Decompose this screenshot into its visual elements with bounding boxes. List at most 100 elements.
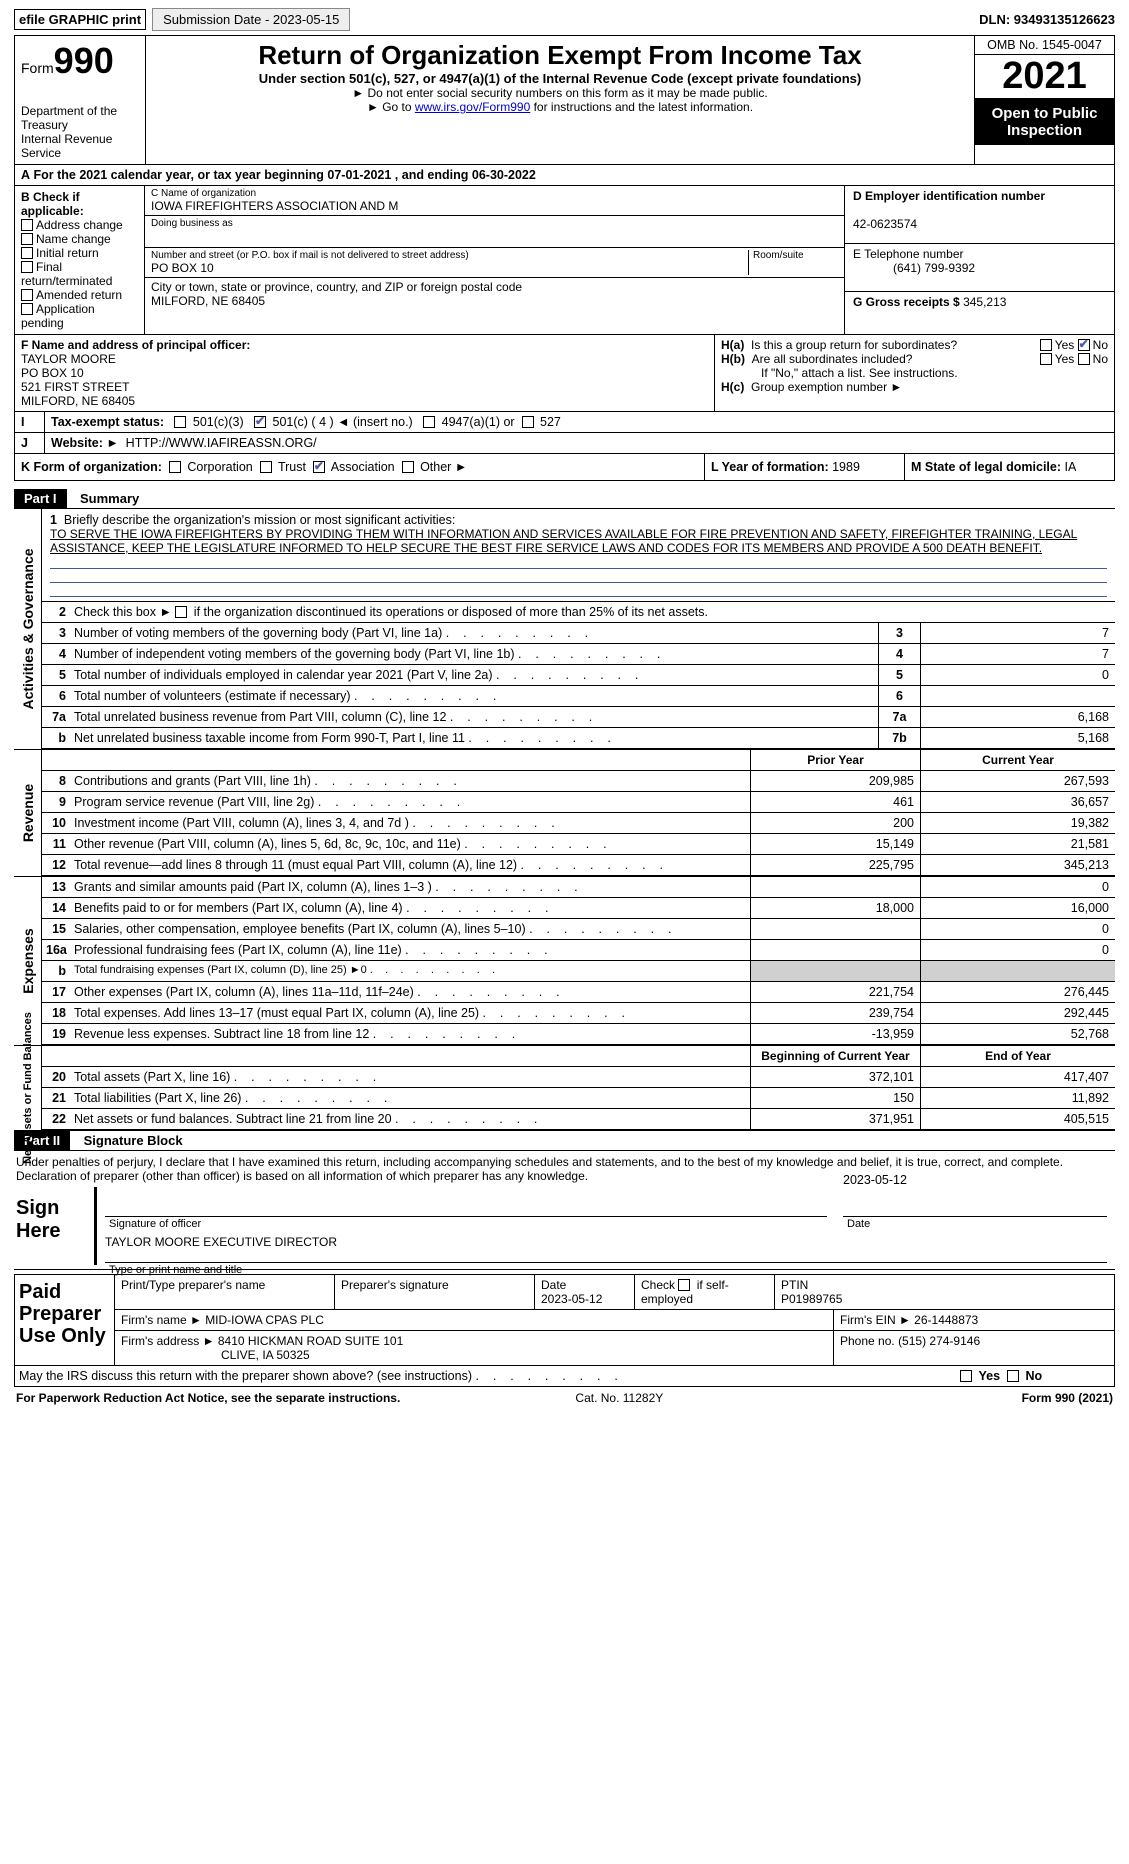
org-name: IOWA FIREFIGHTERS ASSOCIATION AND M [151,199,838,213]
hb-yes: Yes [1055,352,1075,366]
gov-row-7a: 7aTotal unrelated business revenue from … [42,707,1115,728]
part-ii-header: Part II Signature Block [14,1131,1115,1150]
instr2-pre: Go to [382,100,415,114]
row-j: J Website: ► HTTP://WWW.IAFIREASSN.ORG/ [14,433,1115,454]
k-c2: Trust [278,460,306,474]
d-label: D Employer identification number [853,189,1045,203]
chk-discuss-yes[interactable] [960,1370,972,1382]
chk-name-change[interactable] [21,233,33,245]
line-2-text: Check this box ► if the organization dis… [74,605,708,619]
chk-501c[interactable] [254,416,266,428]
prep-sig-hdr: Preparer's signature [335,1275,535,1309]
sig-date: 2023-05-12 [843,1173,907,1187]
column-b: B Check if applicable: Address change Na… [15,186,145,334]
chk-initial-return[interactable] [21,247,33,259]
chk-final-return[interactable] [21,261,33,273]
exp-row-16a: 16aProfessional fundraising fees (Part I… [42,940,1115,961]
firm-ein: 26-1448873 [914,1313,978,1327]
firm-addr2: CLIVE, IA 50325 [121,1348,310,1362]
i-c2: 501(c) ( 4 ) ◄ (insert no.) [273,415,413,429]
na-header: Beginning of Current Year End of Year [42,1046,1115,1067]
i-c1: 501(c)(3) [193,415,244,429]
eoy-hdr: End of Year [920,1046,1115,1066]
firm-name: MID-IOWA CPAS PLC [205,1313,324,1327]
na-row-21: 21Total liabilities (Part X, line 26)150… [42,1088,1115,1109]
officer-addr3: MILFORD, NE 68405 [21,394,135,408]
paid-preparer-block: Paid Preparer Use Only Print/Type prepar… [14,1274,1115,1366]
open-to-public: Open to Public Inspection [975,99,1114,145]
row-i: I Tax-exempt status: 501(c)(3) 501(c) ( … [14,412,1115,433]
exp-row-b: bTotal fundraising expenses (Part IX, co… [42,961,1115,982]
chk-hb-no[interactable] [1078,353,1090,365]
vtab-rev: Revenue [14,750,42,876]
chk-hb-yes[interactable] [1040,353,1052,365]
officer-addr1: PO BOX 10 [21,366,84,380]
prep-name-hdr: Print/Type preparer's name [115,1275,335,1309]
row-klm: K Form of organization: Corporation Trus… [14,454,1115,481]
chk-amended-return[interactable] [21,289,33,301]
firm-addr-lbl: Firm's address ► [121,1334,215,1348]
efile-label: efile GRAPHIC print [14,9,146,30]
chk-application-pending[interactable] [21,303,33,315]
submission-date-button[interactable]: Submission Date - 2023-05-15 [152,8,350,31]
rev-row-11: 11Other revenue (Part VIII, column (A), … [42,834,1115,855]
c-city-box: City or town, state or province, country… [145,278,844,310]
hc-text: Group exemption number ► [751,380,902,394]
chk-address-change[interactable] [21,219,33,231]
chk-line2[interactable] [175,606,187,618]
exp-row-17: 17Other expenses (Part IX, column (A), l… [42,982,1115,1003]
chk-discuss-no[interactable] [1007,1370,1019,1382]
chk-ha-yes[interactable] [1040,339,1052,351]
irs-link[interactable]: www.irs.gov/Form990 [415,100,530,114]
section-net-assets: Net Assets or Fund Balances Beginning of… [14,1045,1115,1131]
paid-preparer-label: Paid Preparer Use Only [15,1275,115,1365]
declaration-text: Under penalties of perjury, I declare th… [14,1150,1115,1187]
firm-phone: (515) 274-9146 [898,1334,980,1348]
ptin-hdr: PTIN [781,1278,808,1292]
chk-501c3[interactable] [174,416,186,428]
chk-assoc[interactable] [313,461,325,473]
chk-self-employed[interactable] [678,1279,690,1291]
addr-value: PO BOX 10 [151,261,748,275]
ha-no: No [1093,338,1108,352]
exp-row-13: 13Grants and similar amounts paid (Part … [42,877,1115,898]
exp-row-18: 18Total expenses. Add lines 13–17 (must … [42,1003,1115,1024]
exp-row-14: 14Benefits paid to or for members (Part … [42,898,1115,919]
officer-sig-line[interactable]: Signature of officer [105,1191,827,1217]
vtab-exp-label: Expenses [20,928,36,993]
vtab-na: Net Assets or Fund Balances [14,1046,42,1130]
i-label: Tax-exempt status: [51,415,164,429]
section-expenses: Expenses 13Grants and similar amounts pa… [14,876,1115,1045]
form-header: Form990 Department of the Treasury Inter… [14,35,1115,165]
footer-mid: Cat. No. 11282Y [491,1391,747,1405]
firm-phone-lbl: Phone no. [840,1334,895,1348]
chk-ha-no[interactable] [1078,339,1090,351]
line-2: 2 Check this box ► if the organization d… [42,602,1115,623]
date-caption: Date [847,1218,870,1230]
city-value: MILFORD, NE 68405 [151,294,838,308]
blank-line-3 [50,583,1107,597]
b-label: B Check if applicable: [21,190,84,218]
dept-label: Department of the Treasury [21,104,139,132]
tax-year: 2021 [975,55,1114,99]
footer-right: Form 990 (2021) [1022,1391,1113,1405]
chk-other[interactable] [402,461,414,473]
dln-label: DLN: 93493135126623 [356,12,1115,27]
boy-hdr: Beginning of Current Year [750,1046,920,1066]
header-left: Form990 Department of the Treasury Inter… [15,36,145,164]
chk-corp[interactable] [169,461,181,473]
line-1-q: Briefly describe the organization's miss… [64,513,455,527]
block-bcd: B Check if applicable: Address change Na… [14,186,1115,335]
footer-left: For Paperwork Reduction Act Notice, see … [16,1391,400,1405]
current-year-hdr: Current Year [920,750,1115,770]
chk-527[interactable] [522,416,534,428]
block-fh: F Name and address of principal officer:… [14,335,1115,412]
chk-trust[interactable] [260,461,272,473]
discuss-no: No [1025,1369,1042,1383]
chk-4947[interactable] [423,416,435,428]
top-bar: efile GRAPHIC print Submission Date - 20… [14,8,1115,31]
name-title-caption: Type or print name and title [109,1264,242,1276]
discuss-text: May the IRS discuss this return with the… [19,1369,472,1383]
vtab-na-label: Net Assets or Fund Balances [22,1012,34,1164]
prep-row-2: Firm's name ► MID-IOWA CPAS PLC Firm's E… [115,1310,1114,1331]
